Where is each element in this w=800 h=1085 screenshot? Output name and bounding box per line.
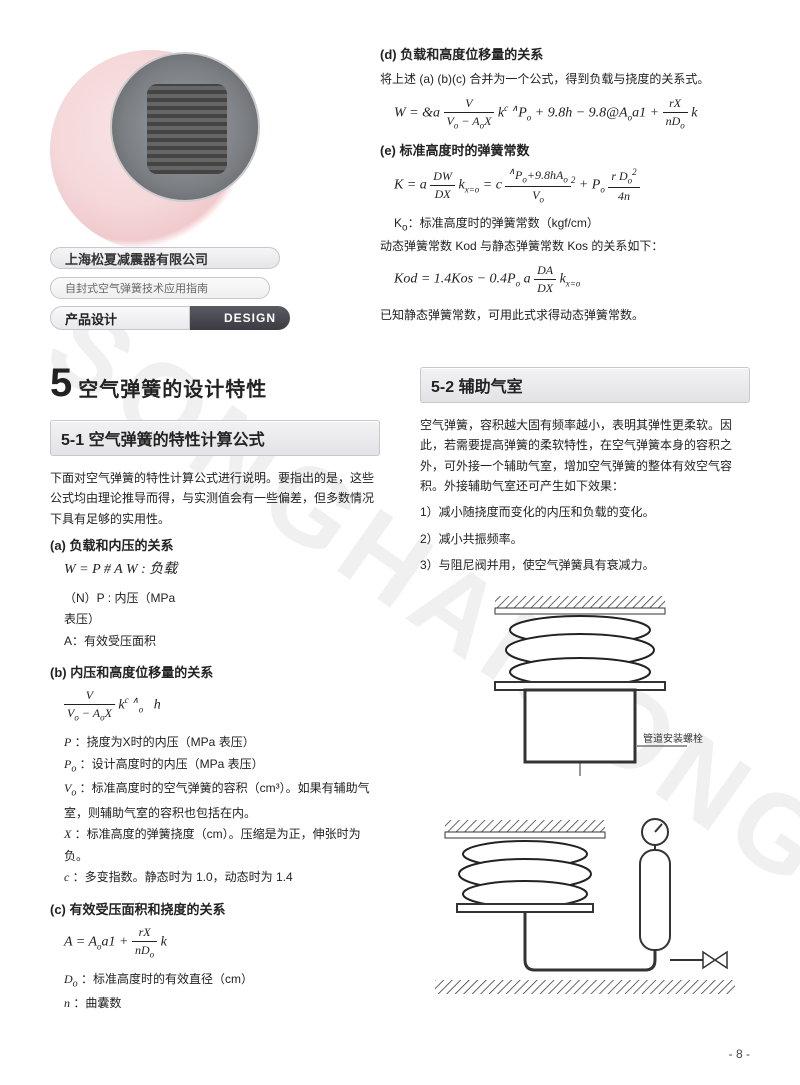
def-line: 表压）	[64, 609, 380, 631]
sec5-2-point3: 3）与阻尼阀并用，使空气弹簧具有衰减力。	[420, 555, 750, 575]
sec5-1-a-defs: （N）P : 内压（MPa 表压） A：有效受压面积	[64, 588, 380, 653]
section-number: 5	[50, 361, 72, 406]
section-5-2-band: 5-2 辅助气室	[420, 367, 750, 403]
diagram-pipe-tank	[435, 810, 735, 1000]
sec5-1-c-title: (c) 有效受压面积和挠度的关系	[50, 899, 380, 918]
def-line: A：有效受压面积	[64, 631, 380, 653]
def-line: n ：曲囊数	[64, 993, 380, 1015]
sec5-1-b-defs: P ：挠度为X时的内压（MPa 表压）Po ：设计高度时的内压（MPa 表压）V…	[64, 732, 380, 889]
subsection-d-title: (d) 负载和高度位移量的关系	[380, 44, 750, 63]
sec5-2-text: 空气弹簧，容积越大固有频率越小，表明其弹性更柔软。因此，若需要提高弹簧的柔软特性…	[420, 415, 750, 497]
sec5-1-b-title: (b) 内压和高度位移量的关系	[50, 662, 380, 681]
def-line: Vo ：标准高度时的空气弹簧的容积（cm³）。如果有辅助气室，则辅助气室的容积也…	[64, 778, 380, 824]
sec5-1-a-formula: W = P # A W : 负载	[64, 560, 380, 580]
def-line: Do ：标准高度时的有效直径（cm）	[64, 969, 380, 993]
formula-e2: Kod = 1.4Kos − 0.4Po a DADX kx=o	[394, 262, 750, 297]
company-logo-block	[50, 40, 290, 240]
guide-title: 自封式空气弹簧技术应用指南	[50, 277, 270, 299]
def-line: c ：多变指数。静态时为 1.0，动态时为 1.4	[64, 867, 380, 889]
note-e2: 动态弹簧常数 Kod 与静态弹簧常数 Kos 的关系如下：	[380, 236, 750, 256]
formula-e1: K = a DWDX kx=o = c ∧Po+9.8hAoVo2 + Po r…	[394, 165, 750, 206]
def-line: P ：挠度为X时的内压（MPa 表压）	[64, 732, 380, 754]
note-e1: Ko：标准高度时的弹簧常数（kgf/cm）	[394, 214, 750, 233]
formula-d: W = &a VVo − AoX kc ∧Po + 9.8h − 9.8@Aoa…	[394, 95, 750, 132]
sec5-2-point1: 1）减小随挠度而变化的内压和负载的变化。	[420, 502, 750, 522]
subsection-d-text: 将上述 (a) (b)(c) 合并为一个公式，得到负载与挠度的关系式。	[380, 69, 750, 89]
section-title: 空气弹簧的设计特性	[78, 373, 267, 402]
diagram-aux-chamber: 管道安装螺栓	[455, 590, 715, 790]
sec5-2-point2: 2）减小共振频率。	[420, 529, 750, 549]
company-name-bar: 上海松夏减震器有限公司	[50, 246, 340, 270]
guide-title-bar: 自封式空气弹簧技术应用指南	[50, 276, 340, 300]
page-number: - 8 -	[729, 1047, 750, 1061]
sec5-1-c-defs: Do ：标准高度时的有效直径（cm）n ：曲囊数	[64, 969, 380, 1015]
subsection-e-title: (e) 标准高度时的弹簧常数	[380, 140, 750, 159]
def-line: （N）P : 内压（MPa	[64, 588, 380, 610]
company-name: 上海松夏减震器有限公司	[50, 247, 280, 269]
section-5-1-band: 5-1 空气弹簧的特性计算公式	[50, 420, 380, 456]
sec5-1-c-formula: A = Aoa1 + rXnDo k	[64, 924, 380, 961]
design-bar: 产品设计 DESIGN	[50, 306, 290, 330]
note-e3: 已知静态弹簧常数，可用此式求得动态弹簧常数。	[380, 305, 750, 325]
section-5-heading: 5 空气弹簧的设计特性	[50, 361, 380, 406]
design-label-cn: 产品设计	[50, 306, 190, 330]
sec5-1-a-title: (a) 负载和内压的关系	[50, 535, 380, 554]
sec5-1-intro: 下面对空气弹簧的特性计算公式进行说明。要指出的是，这些公式均由理论推导而得，与实…	[50, 468, 380, 529]
def-line: Po ：设计高度时的内压（MPa 表压）	[64, 754, 380, 778]
def-line: X ：标准高度的弹簧挠度（cm）。压缩是为正，伸张时为负。	[64, 824, 380, 867]
product-photo	[110, 52, 260, 202]
diagram-label: 管道安装螺栓	[643, 732, 703, 745]
sec5-1-b-formula: VVo − AoX kc ∧o h	[64, 687, 380, 724]
